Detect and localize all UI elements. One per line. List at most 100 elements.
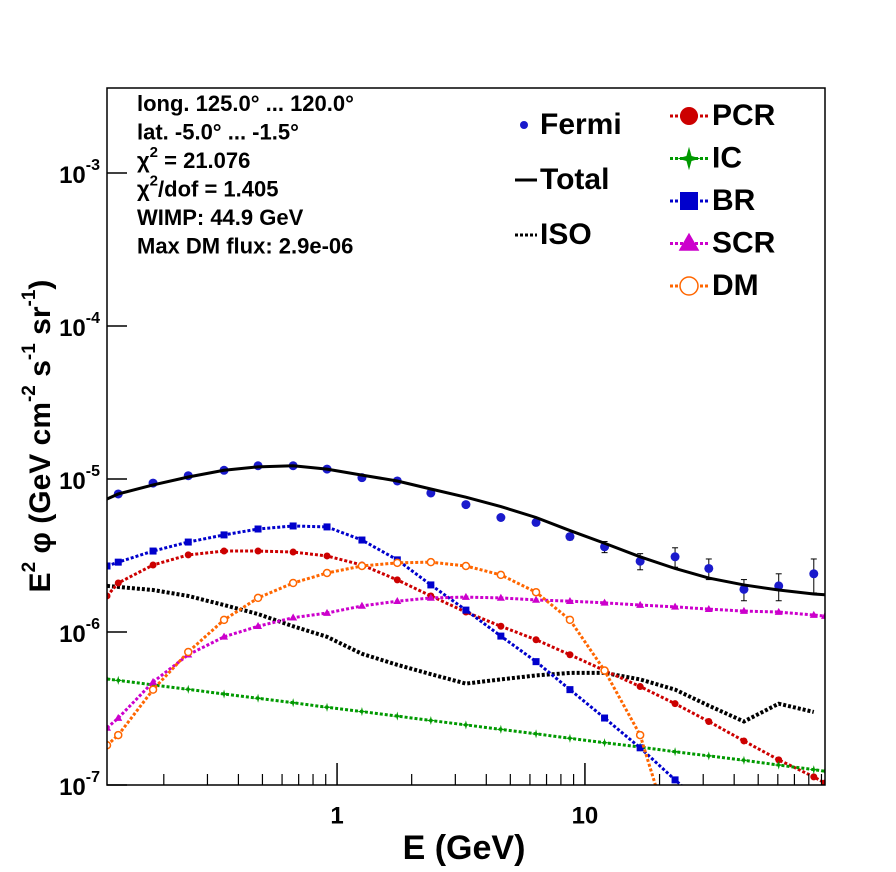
legend-entry: BR [670, 184, 756, 217]
marker [184, 647, 193, 657]
annotation: χ2 = 21.076 [137, 144, 250, 173]
marker [670, 747, 680, 757]
marker [635, 730, 645, 740]
marker [532, 595, 541, 603]
tick-exponent: -5 [86, 463, 100, 480]
marker [462, 606, 470, 614]
legend-marker [680, 192, 698, 210]
marker [322, 568, 332, 578]
marker [809, 610, 818, 618]
marker [496, 724, 506, 734]
marker [426, 593, 435, 601]
marker [149, 547, 157, 555]
legend-entry: PCR [670, 99, 776, 132]
text-part: χ [137, 176, 150, 201]
marker [322, 702, 332, 712]
marker [461, 592, 470, 600]
marker [497, 632, 505, 640]
legend-marker [678, 232, 700, 251]
marker [392, 711, 402, 721]
superscript: 2 [150, 173, 158, 190]
legend-marker [680, 107, 698, 125]
marker [253, 593, 263, 603]
marker [114, 730, 123, 740]
marker [565, 532, 575, 542]
marker [810, 773, 818, 781]
x-tick-label: 10 [572, 802, 599, 829]
legend-entry: ISO [515, 218, 592, 251]
marker [739, 584, 749, 594]
marker [183, 684, 193, 694]
marker [636, 744, 644, 752]
series-line [107, 583, 815, 724]
y-tick-label: 10-3 [59, 157, 100, 189]
y-tick-label: 10-5 [59, 463, 100, 495]
marker [497, 622, 505, 630]
marker [220, 547, 228, 555]
marker [809, 765, 819, 775]
marker [461, 720, 471, 730]
legend-marker [679, 276, 699, 296]
series-line [107, 464, 825, 597]
marker [184, 538, 192, 546]
text-part: lat. -5.0° ... -1.5° [137, 119, 299, 144]
marker [565, 596, 574, 604]
marker [566, 651, 574, 659]
superscript: -1 [19, 343, 40, 360]
marker [393, 596, 402, 604]
marker [426, 715, 436, 726]
marker [253, 693, 263, 703]
annotation: Max DM flux: 2.9e-06 [137, 233, 353, 258]
text-part: Max DM flux: 2.9e-06 [137, 233, 353, 258]
tick-exponent: -3 [86, 157, 100, 174]
y-tick-label: 10-4 [59, 310, 100, 342]
marker [531, 587, 541, 597]
marker [357, 561, 367, 571]
legend-entry: DM [670, 269, 759, 302]
marker [704, 751, 714, 761]
marker [775, 756, 783, 764]
marker [148, 685, 158, 694]
marker [219, 615, 229, 625]
series-line [107, 560, 657, 785]
marker [323, 523, 331, 531]
marker [149, 677, 158, 685]
text-part: ) [24, 280, 57, 290]
marker [496, 513, 506, 523]
marker [565, 615, 575, 625]
legend-label: PCR [712, 99, 776, 132]
text-part: χ [137, 148, 150, 173]
marker [531, 517, 541, 527]
marker [288, 578, 298, 588]
marker [774, 760, 784, 770]
marker [774, 607, 783, 615]
marker [600, 666, 609, 675]
marker [739, 606, 748, 614]
marker [600, 738, 610, 748]
text-part: E [24, 572, 57, 592]
marker [636, 600, 645, 608]
marker [565, 733, 575, 743]
marker [288, 698, 298, 708]
marker [821, 779, 825, 785]
marker [531, 729, 541, 739]
marker [671, 776, 679, 784]
marker [107, 674, 112, 684]
marker [393, 576, 401, 584]
text-part: long. 125.0° ... 120.0° [137, 91, 354, 116]
marker [636, 683, 644, 691]
marker [461, 561, 471, 571]
marker [114, 558, 122, 566]
marker [184, 551, 192, 559]
marker [254, 547, 262, 555]
marker [532, 636, 540, 644]
y-axis-label: E2 φ (GeV cm-2 s-1 sr-1) [19, 280, 57, 593]
marker [427, 581, 435, 589]
marker [107, 740, 112, 750]
legend-entry: SCR [670, 226, 776, 259]
marker [289, 522, 297, 530]
marker [254, 622, 263, 630]
marker [739, 755, 749, 765]
